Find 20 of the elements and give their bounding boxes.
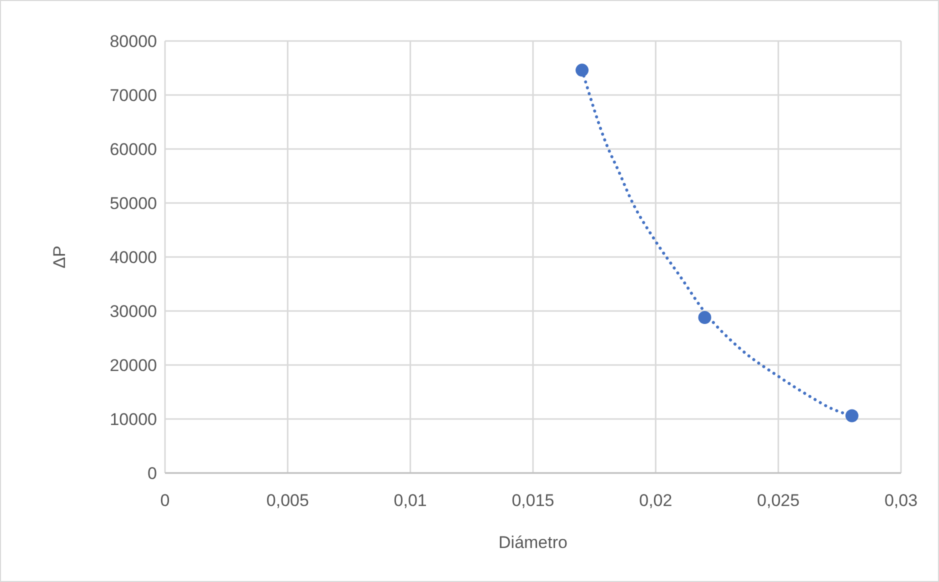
x-tick-label: 0,01 [394,491,427,510]
y-tick-label: 70000 [110,86,157,105]
x-tick-label: 0,005 [266,491,309,510]
x-axis-title: Diámetro [498,533,568,552]
y-tick-label: 0 [148,464,157,483]
y-tick-label: 60000 [110,140,157,159]
y-tick-label: 30000 [110,302,157,321]
x-tick-label: 0,025 [757,491,800,510]
x-tick-label: 0,03 [884,491,918,510]
x-tick-label: 0 [160,491,170,510]
point [576,64,589,77]
x-tick-label: 0,02 [639,491,672,510]
y-tick-label: 20000 [110,356,157,375]
point [845,409,858,422]
y-tick-label: 50000 [110,194,157,213]
y-tick-label: 10000 [110,410,157,429]
y-tick-label: 40000 [110,248,157,267]
y-tick-label: 80000 [110,32,157,51]
x-tick-label: 0,015 [512,491,554,510]
y-axis-title: ΔP [50,246,69,268]
